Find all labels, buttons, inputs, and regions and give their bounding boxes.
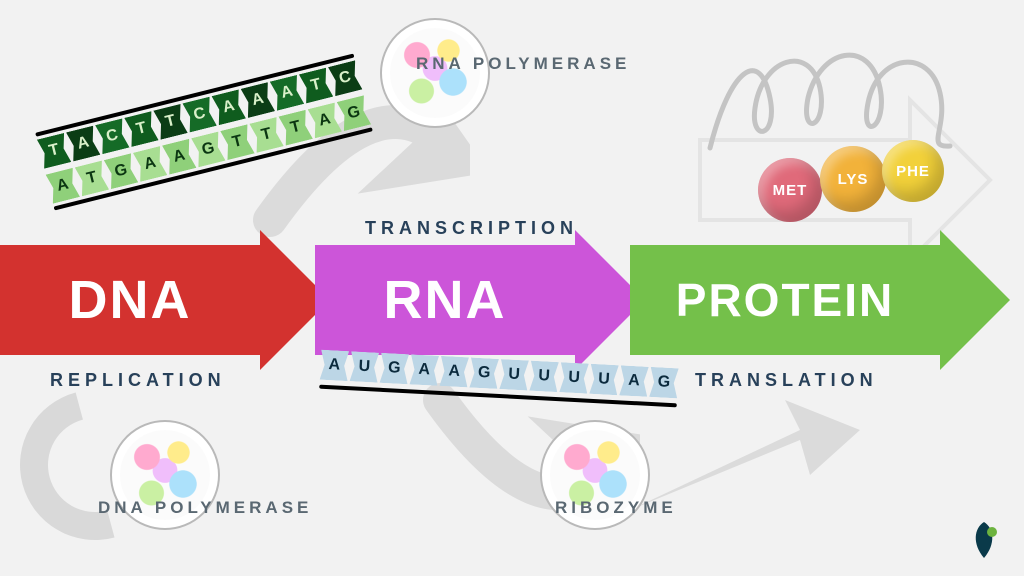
dna-base: T (124, 111, 158, 147)
arrow-dna: DNA (0, 245, 330, 355)
arrow-rna: RNA (315, 245, 645, 355)
dna-base: T (153, 104, 187, 140)
label-replication: REPLICATION (50, 370, 226, 391)
rna-base: U (589, 364, 619, 395)
rna-base: A (409, 354, 439, 385)
protein-squiggle (700, 28, 980, 168)
amino-acid-phe: PHE (882, 140, 944, 202)
amino-acid-lys: LYS (820, 146, 886, 212)
logo-icon (962, 518, 1006, 562)
dna-base: T (75, 161, 109, 197)
rna-base: A (320, 350, 350, 381)
rna-base: G (380, 353, 410, 384)
rna-base: A (439, 356, 469, 387)
arrow-rna-label: RNA (315, 245, 575, 355)
label-dna-polymerase: DNA POLYMERASE (98, 498, 312, 518)
dna-base: A (46, 168, 80, 204)
dna-base: C (328, 60, 362, 96)
rna-base: A (619, 365, 649, 396)
dna-base: T (37, 133, 71, 169)
dna-base: A (162, 139, 196, 175)
label-rna-polymerase: RNA POLYMERASE (416, 54, 630, 74)
label-transcription: TRANSCRIPTION (365, 218, 578, 239)
dna-base: A (212, 89, 246, 125)
rna-base: G (469, 358, 499, 389)
dna-base: A (270, 75, 304, 111)
dna-base: C (95, 118, 129, 154)
dna-base: T (220, 124, 254, 160)
dna-base: C (182, 97, 216, 133)
label-ribozyme: RIBOZYME (555, 498, 677, 518)
dna-base: T (299, 68, 333, 104)
rna-base: U (499, 359, 529, 390)
rna-base: G (649, 367, 679, 398)
rna-base: U (350, 351, 380, 382)
dna-base: G (104, 153, 138, 189)
dna-base: A (133, 146, 167, 182)
amino-acid-met: MET (758, 158, 822, 222)
rna-base: U (529, 361, 559, 392)
dna-base: A (308, 102, 342, 138)
dna-base: T (249, 117, 283, 153)
dna-base: T (278, 110, 312, 146)
arrow-dna-label: DNA (0, 245, 260, 355)
dna-base: G (191, 132, 225, 168)
arrow-protein-label: PROTEIN (630, 245, 940, 355)
dna-base: A (66, 126, 100, 162)
label-translation: TRANSLATION (695, 370, 878, 391)
dna-base: A (241, 82, 275, 118)
arrow-protein: PROTEIN (630, 245, 1010, 355)
rna-base: U (559, 362, 589, 393)
